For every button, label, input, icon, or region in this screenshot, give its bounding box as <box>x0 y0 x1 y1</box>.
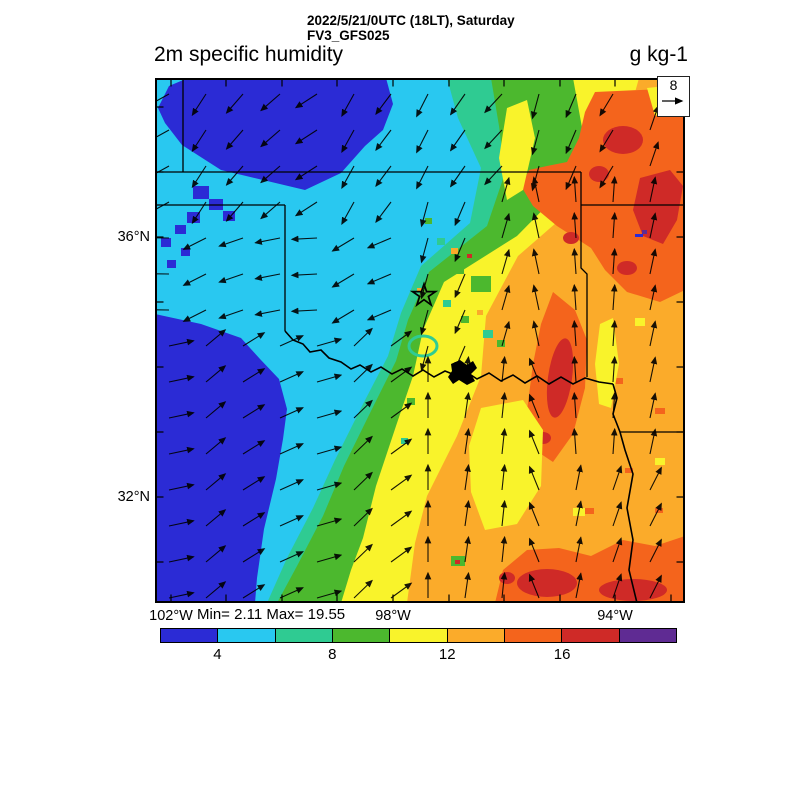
axis-tick-layer <box>156 79 684 602</box>
lat-label-36n: 36°N <box>117 229 150 245</box>
colorbar-segment <box>561 629 619 642</box>
reference-vector-box: 8 <box>657 76 690 117</box>
reference-vector-value: 8 <box>669 77 678 93</box>
colorbar-tick-label: 4 <box>213 646 222 663</box>
model-name: FV3_GFS025 <box>307 28 390 43</box>
colorbar-tick-label: 12 <box>438 646 456 663</box>
colorbar-segment <box>331 629 390 642</box>
star-marker <box>409 281 439 308</box>
blue-pixel <box>635 234 643 237</box>
reference-vector-arrow-icon <box>662 97 684 105</box>
humidity-map <box>142 78 685 604</box>
wind-vector-layer <box>142 93 662 599</box>
colorbar-segment <box>389 629 447 642</box>
colorbar-segment <box>618 629 676 642</box>
river-lines <box>284 330 638 604</box>
map-canvas <box>142 78 685 604</box>
colorbar-tick-label: 16 <box>553 646 571 663</box>
colorbar <box>160 628 677 643</box>
dryline-speckles <box>401 218 647 566</box>
colorbar-segment <box>446 629 504 642</box>
humidity-max-pixel <box>642 230 647 234</box>
colorbar-segment <box>503 629 562 642</box>
colorbar-tick-label: 8 <box>328 646 337 663</box>
state-borders <box>155 78 685 433</box>
colorbar-segment <box>217 629 275 642</box>
min-max-stats: Min= 2.11 Max= 19.55 <box>197 606 346 623</box>
map-border <box>155 78 685 603</box>
lon-label-94w: 94°W <box>597 608 633 624</box>
lon-label-102w: 102°W <box>149 608 193 624</box>
colorbar-segment <box>274 629 332 642</box>
lat-label-32n: 32°N <box>117 489 150 505</box>
valid-time-title: 2022/5/21/0UTC (18LT), Saturday <box>307 13 515 28</box>
units-label: g kg-1 <box>629 43 688 66</box>
colorbar-segment <box>161 629 218 642</box>
variable-title: 2m specific humidity <box>154 43 344 66</box>
lon-label-98w: 98°W <box>375 608 411 624</box>
